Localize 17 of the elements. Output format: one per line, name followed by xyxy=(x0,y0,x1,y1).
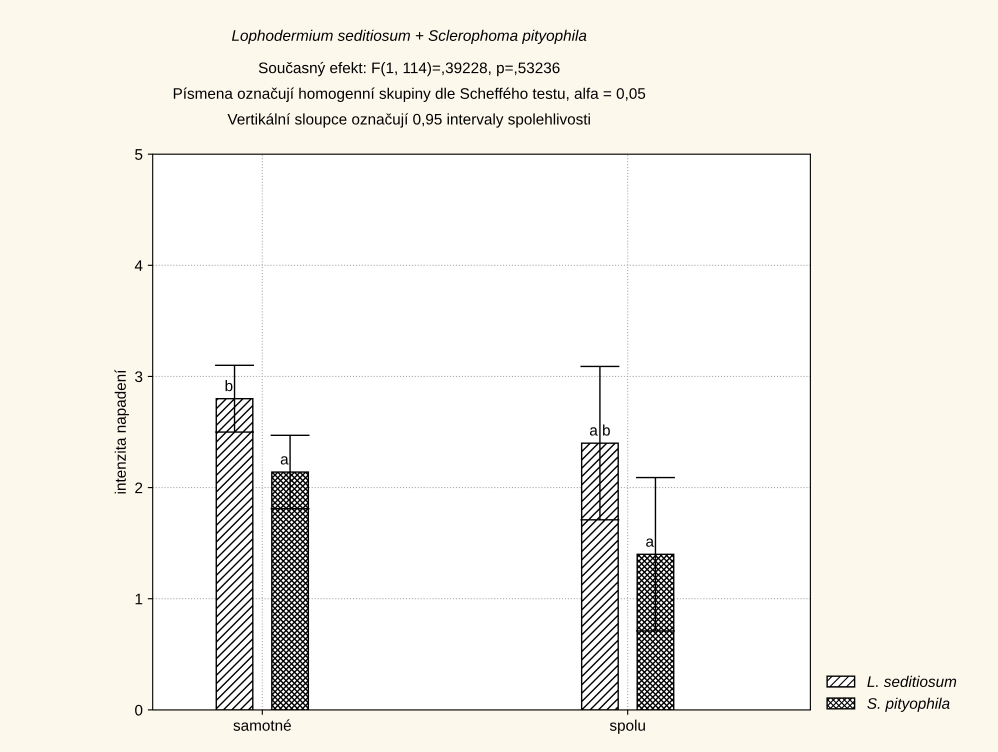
y-tick-label: 2 xyxy=(135,482,142,494)
text: S. pityophila xyxy=(867,698,950,712)
annotation: a b xyxy=(590,424,610,436)
y-axis-title: intenzita napadení xyxy=(114,370,129,494)
y-tick-label: 0 xyxy=(135,704,142,716)
annotation: b xyxy=(226,380,232,392)
chart-subtitle: Současný efekt: F(1, 114)=,39228, p=,53236 Písmena označují homogenní skupiny dle Scheffého testu, alfa = 0,05 Vertikální sloupce označují 0,95 intervaly spolehlivosti xyxy=(174,62,646,128)
y-tick-label: 1 xyxy=(136,594,142,604)
x-tick-label: samotné xyxy=(233,719,291,731)
annotation: a xyxy=(646,538,654,547)
y-tick-label: 3 xyxy=(135,371,142,382)
annotation: a xyxy=(280,456,289,465)
x-tick-label: spolu xyxy=(610,720,645,734)
y-tick-label: 4 xyxy=(134,260,143,271)
chart-title: Lophodermium seditiosum + Sclerophoma pityophila xyxy=(232,30,586,44)
text: L. seditiosum xyxy=(867,676,956,688)
y-tick-label: 5 xyxy=(135,149,142,160)
